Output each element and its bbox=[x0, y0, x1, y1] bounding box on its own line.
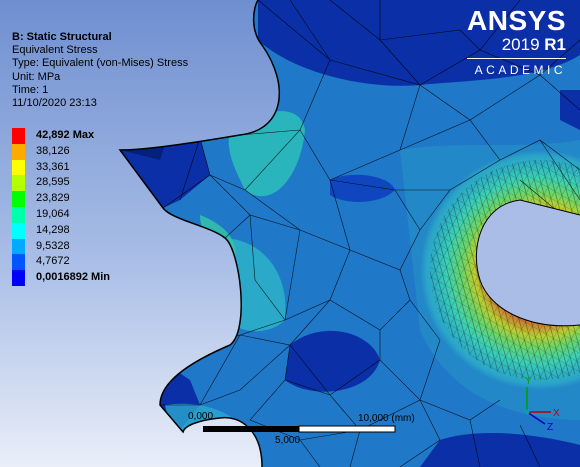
legend-color-swatch bbox=[12, 238, 25, 255]
logo-edition: ACADEMIC bbox=[467, 58, 566, 77]
legend-value-label: 0,0016892 Min bbox=[36, 271, 110, 284]
triad-z-label: Z bbox=[547, 422, 553, 433]
legend-value-label: 42,892 Max bbox=[36, 129, 95, 141]
legend-color-swatch bbox=[12, 191, 25, 207]
triad-y-label: Y bbox=[525, 376, 532, 387]
result-unit: Unit: MPa bbox=[12, 70, 61, 83]
analysis-title: B: Static Structural bbox=[12, 31, 112, 43]
legend-color-swatch bbox=[12, 206, 25, 223]
result-timestamp: 11/10/2020 23:13 bbox=[12, 97, 97, 110]
legend-color-swatch bbox=[12, 254, 25, 271]
logo-version-release: R1 bbox=[544, 35, 566, 54]
legend-value-label: 4,7672 bbox=[36, 255, 70, 268]
legend-color-swatch bbox=[12, 143, 25, 160]
legend-value-label: 33,361 bbox=[36, 160, 70, 173]
legend-value-label: 23,829 bbox=[36, 192, 70, 205]
legend-value-label: 38,126 bbox=[36, 144, 70, 157]
legend-color-swatch bbox=[12, 159, 25, 176]
scale-right-label: 10,000 (mm) bbox=[358, 413, 415, 424]
scale-left-label: 0,000 bbox=[188, 411, 214, 422]
result-type: Type: Equivalent (von-Mises) Stress bbox=[12, 57, 189, 70]
gear-outline bbox=[118, 0, 281, 467]
legend-color-swatch bbox=[12, 175, 25, 192]
scale-middle-label: 5,000 bbox=[275, 435, 301, 446]
scale-bar bbox=[203, 425, 396, 433]
result-name: Equivalent Stress bbox=[12, 44, 98, 57]
legend-color-swatch bbox=[12, 128, 25, 144]
triad-x-label: X bbox=[553, 408, 560, 419]
legend-value-label: 28,595 bbox=[36, 176, 70, 189]
result-info-panel: B: Static Structural Equivalent Stress T… bbox=[12, 31, 188, 110]
legend-color-swatch bbox=[12, 270, 25, 286]
legend-value-label: 19,064 bbox=[36, 207, 70, 220]
ansys-logo: ANSYS 2019 R1 ACADEMIC bbox=[467, 6, 566, 77]
logo-version: 2019 R1 bbox=[467, 36, 566, 54]
legend-value-label: 14,298 bbox=[36, 223, 70, 236]
coordinate-triad[interactable]: Y X Z bbox=[524, 376, 561, 433]
logo-brand: ANSYS bbox=[467, 5, 566, 36]
legend-color-swatch bbox=[12, 222, 25, 239]
result-time: Time: 1 bbox=[12, 83, 49, 96]
logo-version-year: 2019 bbox=[501, 35, 540, 54]
legend-value-label: 9,5328 bbox=[36, 239, 70, 252]
